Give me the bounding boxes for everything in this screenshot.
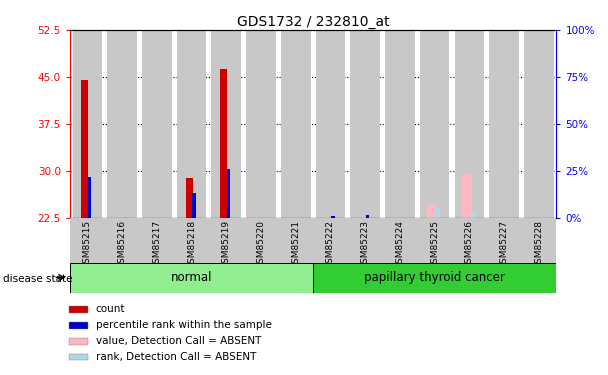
Bar <box>316 30 345 217</box>
Text: GSM85218: GSM85218 <box>187 220 196 269</box>
Bar <box>69 354 88 360</box>
Bar <box>185 178 193 218</box>
Bar <box>72 30 102 217</box>
Text: GSM85217: GSM85217 <box>152 220 161 269</box>
Text: GSM85223: GSM85223 <box>361 220 370 269</box>
Text: disease state: disease state <box>3 274 72 284</box>
Text: GSM85220: GSM85220 <box>257 220 266 269</box>
Text: GSM85227: GSM85227 <box>500 220 509 269</box>
Bar <box>524 30 554 217</box>
Bar <box>385 30 415 217</box>
Text: normal: normal <box>171 271 212 284</box>
Bar <box>462 174 472 217</box>
Text: GSM85216: GSM85216 <box>117 220 126 269</box>
Bar <box>436 208 440 218</box>
Bar <box>420 30 449 217</box>
Bar <box>455 30 484 217</box>
Text: GSM85225: GSM85225 <box>430 220 439 269</box>
Bar <box>177 30 206 217</box>
Text: percentile rank within the sample: percentile rank within the sample <box>95 320 271 330</box>
Text: count: count <box>95 304 125 314</box>
Bar <box>471 211 475 217</box>
Bar <box>350 30 380 217</box>
Bar <box>331 216 334 217</box>
Text: papillary thyroid cancer: papillary thyroid cancer <box>364 271 505 284</box>
Bar <box>227 170 230 217</box>
Text: GSM85219: GSM85219 <box>222 220 231 269</box>
Text: GSM85228: GSM85228 <box>534 220 544 269</box>
Text: GSM85224: GSM85224 <box>395 220 404 268</box>
Bar <box>366 215 370 217</box>
Bar <box>220 69 227 218</box>
Bar <box>281 30 311 217</box>
Bar <box>69 306 88 313</box>
Text: GSM85222: GSM85222 <box>326 220 335 268</box>
Text: GSM85226: GSM85226 <box>465 220 474 269</box>
Text: rank, Detection Call = ABSENT: rank, Detection Call = ABSENT <box>95 352 256 362</box>
Bar <box>70 262 313 292</box>
Bar <box>246 30 276 217</box>
Bar <box>313 262 556 292</box>
Bar <box>107 30 137 217</box>
Text: GSM85215: GSM85215 <box>83 220 92 269</box>
Bar <box>69 338 88 345</box>
Bar <box>88 177 91 218</box>
Bar <box>427 205 437 218</box>
Bar <box>212 30 241 217</box>
Bar <box>192 192 196 217</box>
Text: GSM85221: GSM85221 <box>291 220 300 269</box>
Bar <box>142 30 171 217</box>
Title: GDS1732 / 232810_at: GDS1732 / 232810_at <box>237 15 390 29</box>
Text: value, Detection Call = ABSENT: value, Detection Call = ABSENT <box>95 336 261 346</box>
Bar <box>81 80 88 218</box>
Bar <box>489 30 519 217</box>
Bar <box>69 322 88 328</box>
